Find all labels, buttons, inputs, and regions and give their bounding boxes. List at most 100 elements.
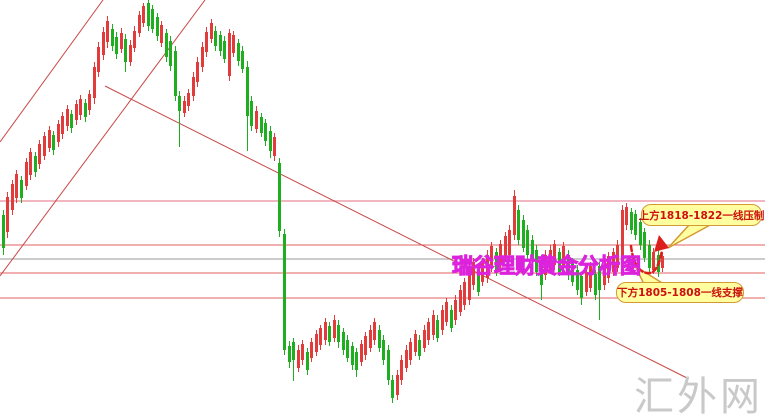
candle-body [441,310,444,330]
candle-body [652,252,655,270]
candle-body [142,6,145,23]
candle-body [522,220,525,248]
candle-body [160,25,163,43]
candle-body [183,101,186,113]
candle-body [165,33,168,57]
candle-body [549,250,552,270]
candle-body [517,210,520,240]
candle-body [214,31,217,46]
candle-body [499,244,502,264]
candle-body [310,342,313,358]
candle-body [513,196,516,235]
candle-body [29,152,32,175]
candle-body [292,342,295,360]
candle-body [106,21,109,42]
candle-body [342,332,345,350]
candle-body [57,124,60,142]
candle-body [639,222,642,245]
candle-body [616,245,619,268]
candle-body [648,245,651,268]
candle-body [661,256,664,268]
candle-body [567,255,570,275]
candle-body [355,352,358,370]
candle-body [237,43,240,61]
candle-body [250,101,253,126]
candle-body [351,346,354,365]
candle-body [138,15,141,33]
candle-body [418,340,421,356]
candle-body [607,256,610,278]
candle-body [223,41,226,59]
candle-body [102,32,105,55]
candle-body [459,290,462,312]
candle-body [70,114,73,128]
candle-body [205,32,208,52]
candle-body [445,302,448,322]
candle-body [6,197,9,232]
candle-body [283,234,286,350]
candle-body [264,123,267,141]
candle-body [495,252,498,272]
candle-body [75,104,78,120]
candle-body [477,270,480,292]
candle-body [20,180,23,198]
candle-body [88,94,91,110]
candle-body [414,334,417,352]
candle-body [278,163,281,231]
candle-body [66,109,69,126]
candle-body [531,240,534,262]
candle-body [373,322,376,340]
resistance-callout: 上方1818-1822一线压制 [639,204,764,226]
candle-body [450,310,453,328]
candle-body [306,352,309,370]
candle-body [463,282,466,305]
candle-body [387,350,390,380]
candle-body [571,262,574,282]
candle-body [634,214,637,235]
support-callout: 下方1805-1808一线支撑 [616,282,744,303]
candle-body [187,93,190,106]
candle-body [147,3,150,26]
candle-body [337,325,340,342]
candle-body [333,320,336,338]
candle-body [319,328,322,345]
candle-body [34,156,37,172]
candle-body [630,212,633,230]
corner-watermark: 汇外网 [634,375,763,415]
candle-body [468,268,471,300]
callout-tail [667,223,713,249]
candle-body [436,320,439,338]
candle-body [178,96,181,111]
candle-body [562,246,565,266]
candle-body [219,35,222,51]
candle-body [558,252,561,272]
candle-body [378,330,381,348]
candle-body [481,262,484,282]
candle-body [405,350,408,368]
candle-body [260,117,263,133]
candle-body [124,39,127,62]
candle-body [61,116,64,134]
candle-body [79,99,82,115]
candle-body [120,33,123,49]
candle-body [301,344,304,360]
candle-body [360,344,363,362]
candle-body [129,45,132,62]
candle-body [625,207,628,225]
candle-body [48,130,51,148]
candle-body [84,103,87,117]
candle-body [427,322,430,340]
candle-body [25,162,28,186]
ascending-channel-upper [0,0,104,143]
candle-body [232,35,235,53]
candle-body [43,136,46,156]
candle-body [210,23,213,39]
candle-body [508,230,511,255]
candle-body [535,250,538,272]
candle-body [504,236,507,258]
candle-body [111,29,114,46]
candle-body [544,255,547,275]
candle-body [409,342,412,360]
candle-body [369,330,372,348]
